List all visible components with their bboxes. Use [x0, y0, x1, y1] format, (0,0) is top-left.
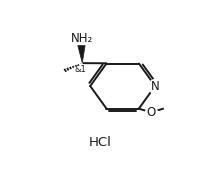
Polygon shape	[78, 45, 85, 63]
Text: &1: &1	[75, 65, 86, 74]
Text: O: O	[146, 106, 155, 119]
Text: N: N	[151, 80, 160, 93]
Text: NH₂: NH₂	[71, 32, 93, 45]
Text: HCl: HCl	[89, 136, 112, 149]
